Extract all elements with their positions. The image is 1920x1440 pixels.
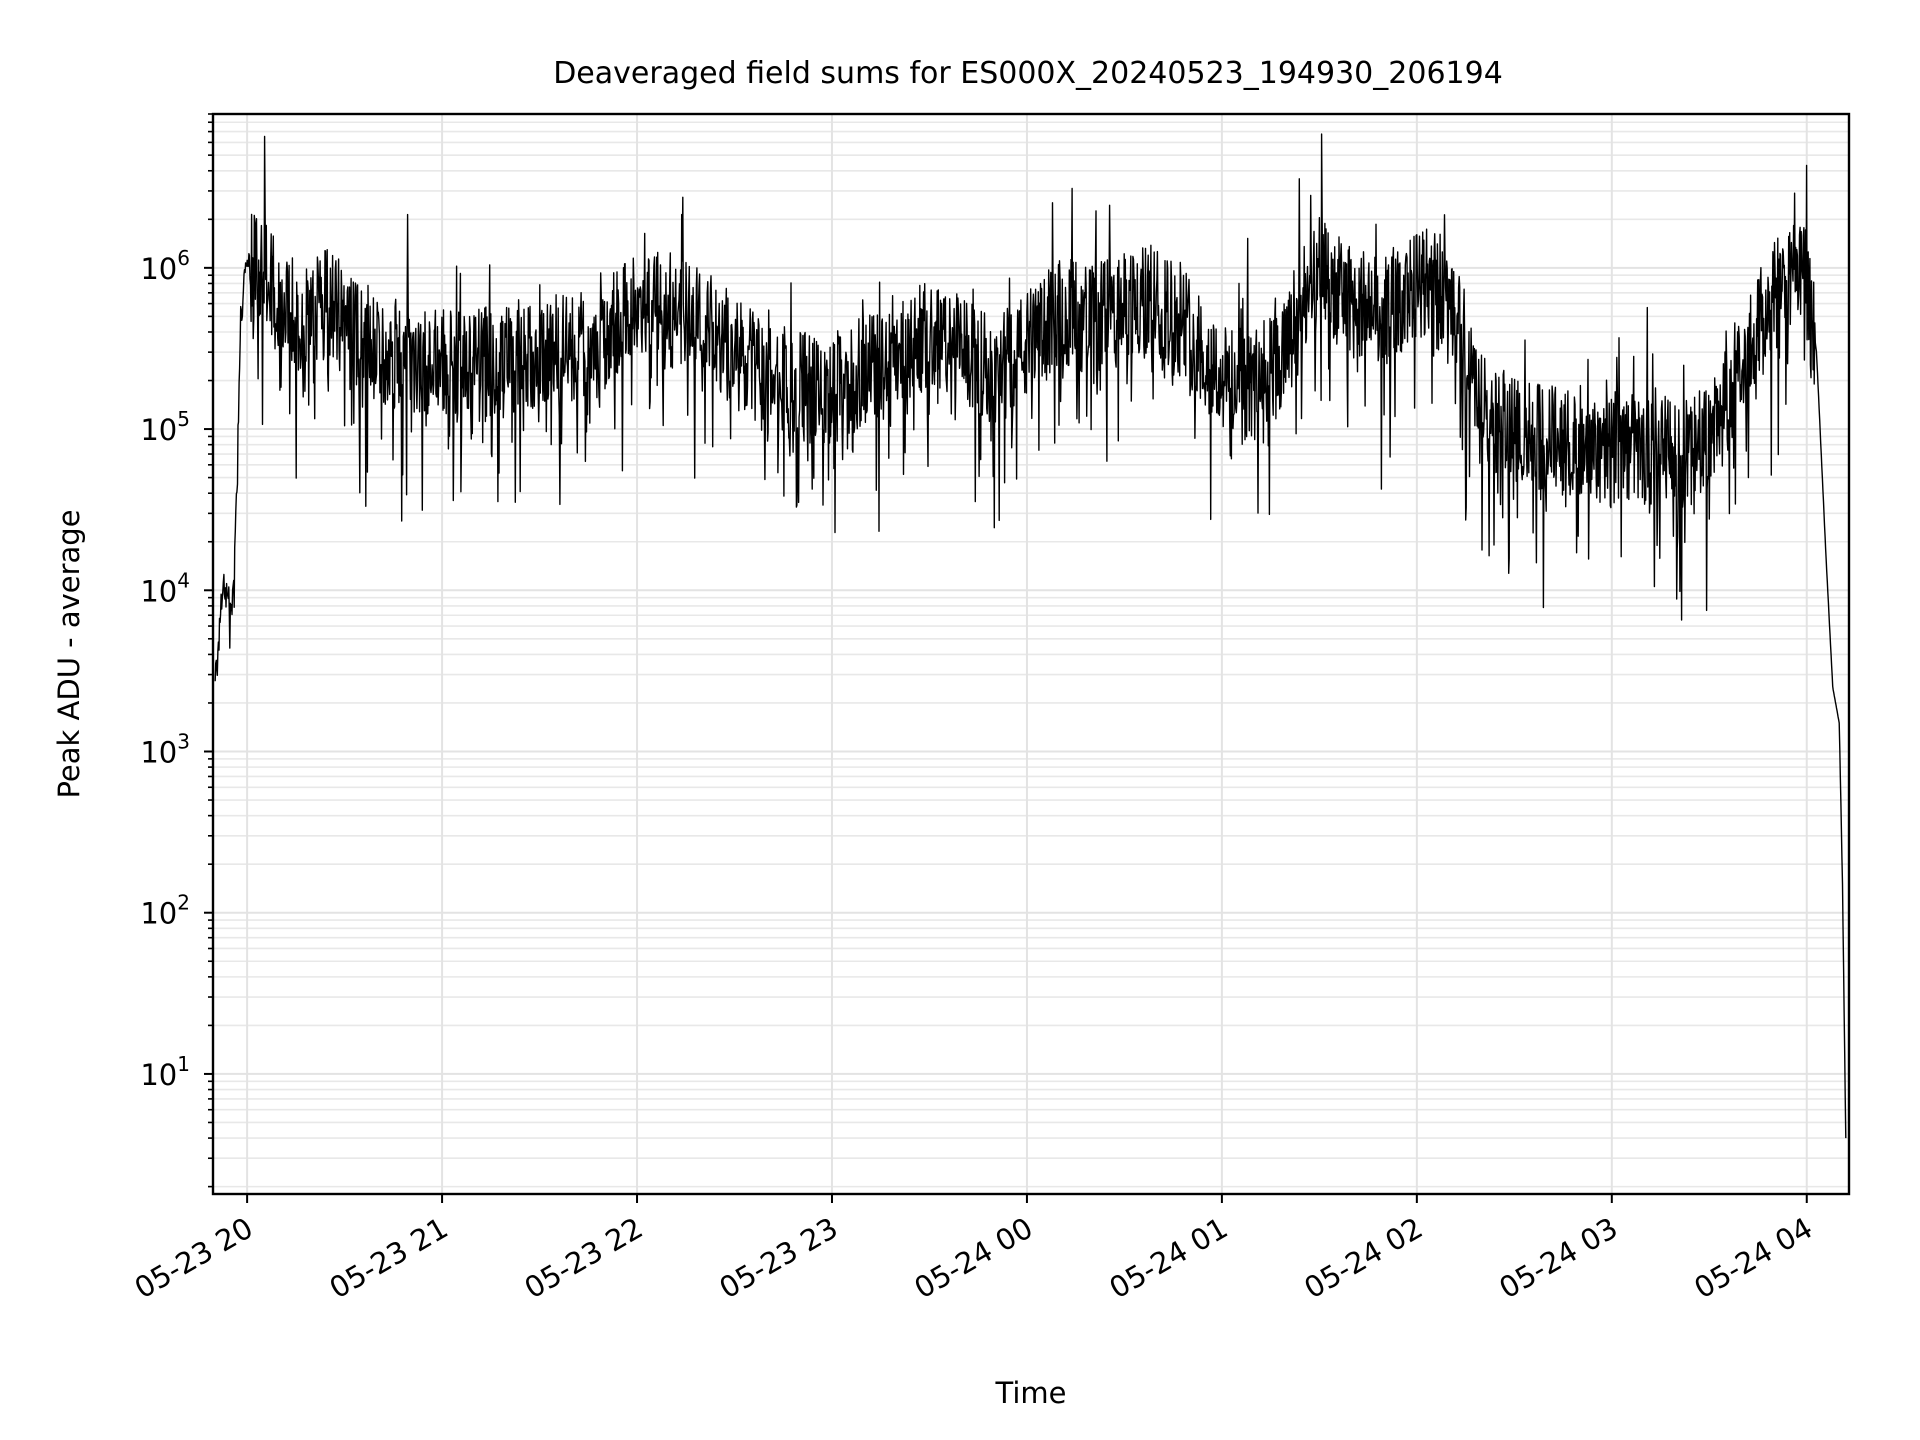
y-tick-label: 103 [140,729,190,769]
plot-area [211,112,1851,1196]
y-tick-label: 101 [140,1052,190,1092]
series-line [214,133,1847,1139]
y-tick-label: 105 [140,407,190,447]
y-axis-label: Peak ADU - average [52,509,86,798]
y-tick-label: 104 [140,568,190,608]
x-axis-label: Time [995,1376,1067,1410]
y-tick-label: 106 [140,246,190,286]
y-axis: 101 102 103 104 105 106 [140,113,213,1188]
y-tick-label: 102 [140,891,190,931]
chart-title: Deaveraged field sums for ES000X_2024052… [553,56,1503,91]
